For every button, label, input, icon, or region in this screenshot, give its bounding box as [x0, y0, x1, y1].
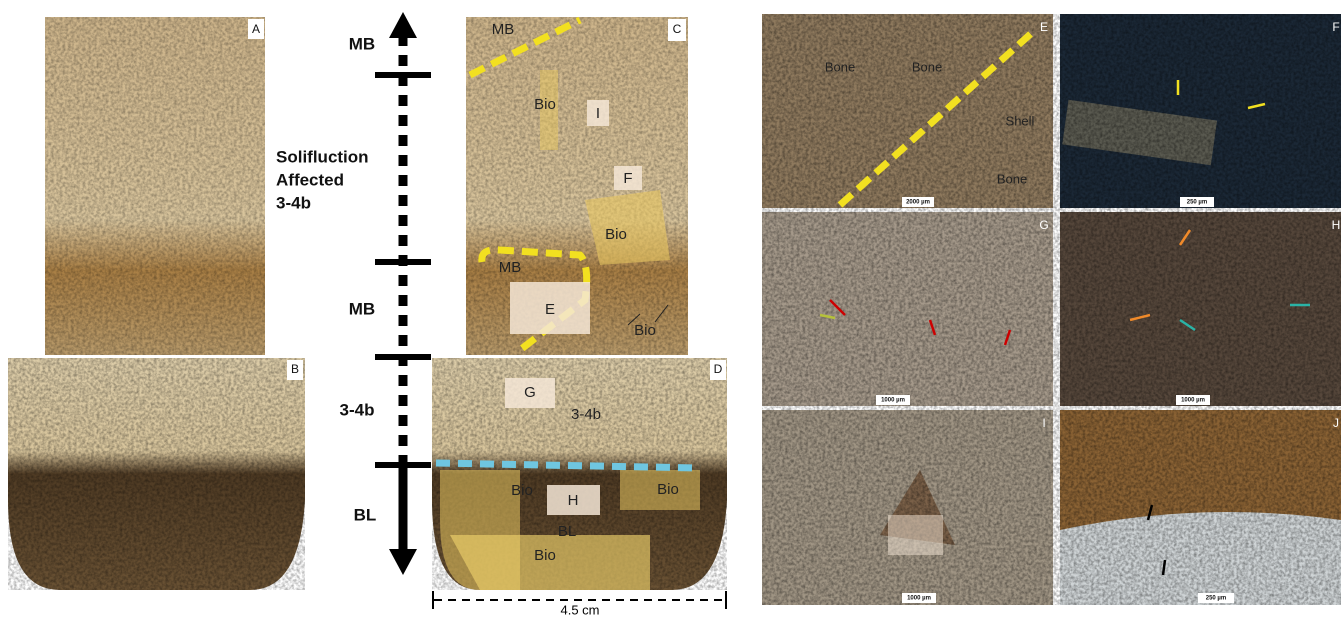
feature-label: Shell: [1006, 113, 1035, 128]
zone-label: Bio: [534, 547, 556, 564]
panel-a: A: [45, 17, 265, 355]
feature-label: Bone: [912, 59, 942, 74]
zone-label: F: [623, 170, 632, 187]
scale-bar-label: 250 µm: [1206, 596, 1226, 602]
unit-label: MB: [349, 34, 375, 53]
panel-letter: I: [1042, 416, 1045, 430]
micrographs: E F G H I J Bone Bone Shell Bone 2000 µm…: [762, 14, 1341, 605]
panel-letter: E: [1040, 20, 1048, 34]
unit-label: 3-4b: [276, 193, 311, 212]
scale-bar-label: 250 µm: [1187, 200, 1207, 206]
panel-c: MB Bio I F Bio MB E Bio C: [466, 17, 688, 355]
scale-bar-label: 1000 µm: [907, 596, 931, 602]
scale-bar-label: 2000 µm: [906, 200, 930, 206]
zone-label: MB: [499, 259, 522, 276]
unit-label: MB: [349, 299, 375, 318]
zone-label: BL: [558, 523, 576, 540]
scale-bar-label: 1000 µm: [1181, 398, 1205, 404]
zone-label: G: [524, 384, 536, 401]
zone-label: 3-4b: [571, 406, 601, 423]
scale-bar-label: 1000 µm: [881, 398, 905, 404]
unit-label: 3-4b: [340, 400, 375, 419]
panel-d: G 3-4b Bio H Bio BL Bio D 4.5 cm: [432, 358, 727, 617]
figure: A B MB Solifluction Affected 3-4b MB 3-4…: [0, 0, 1341, 617]
zone-label: Bio: [534, 96, 556, 113]
panel-letter: B: [291, 362, 299, 376]
zone-label: E: [545, 301, 555, 318]
scale-label: 4.5 cm: [560, 602, 599, 617]
panel-letter: J: [1333, 416, 1339, 430]
zone-label: MB: [492, 21, 515, 38]
zone-label: Bio: [511, 482, 533, 499]
zone-label: Bio: [657, 481, 679, 498]
zone-label: H: [568, 492, 579, 509]
zone-label: I: [596, 105, 600, 122]
panel-letter: H: [1332, 218, 1341, 232]
panel-letter: F: [1332, 20, 1339, 34]
feature-label: Bone: [997, 171, 1027, 186]
unit-label: BL: [354, 505, 377, 524]
unit-label: Affected: [276, 170, 344, 189]
panel-letter: C: [673, 22, 682, 36]
zone-label: Bio: [634, 322, 656, 339]
panel-letter: A: [252, 22, 260, 36]
panel-b: B: [8, 358, 305, 590]
unit-label: Solifluction: [276, 147, 369, 166]
panel-letter: G: [1039, 218, 1048, 232]
panel-letter: D: [714, 362, 723, 376]
feature-label: Bone: [825, 59, 855, 74]
zone-label: Bio: [605, 226, 627, 243]
